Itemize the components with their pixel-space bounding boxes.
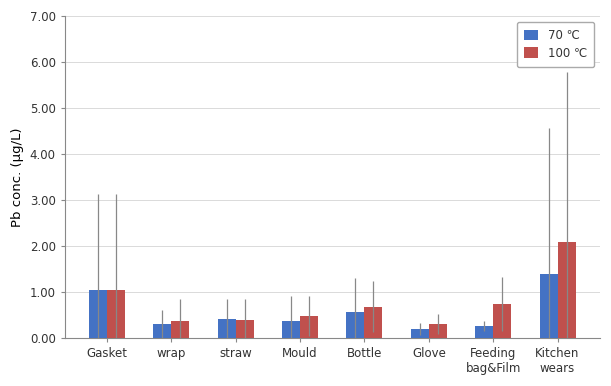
- Bar: [411, 329, 429, 338]
- Bar: [540, 274, 558, 338]
- Bar: [172, 321, 189, 338]
- Bar: [493, 304, 511, 338]
- Bar: [107, 290, 125, 338]
- Bar: [236, 320, 254, 338]
- Bar: [365, 306, 382, 338]
- Bar: [429, 323, 447, 338]
- Bar: [558, 242, 576, 338]
- Bar: [89, 290, 107, 338]
- Bar: [153, 324, 172, 338]
- Bar: [218, 320, 236, 338]
- Bar: [346, 312, 365, 338]
- Bar: [282, 321, 300, 338]
- Legend: 70 ℃, 100 ℃: 70 ℃, 100 ℃: [517, 22, 594, 67]
- Bar: [475, 326, 493, 338]
- Y-axis label: Pb conc. (μg/L): Pb conc. (μg/L): [11, 127, 24, 227]
- Bar: [300, 316, 318, 338]
